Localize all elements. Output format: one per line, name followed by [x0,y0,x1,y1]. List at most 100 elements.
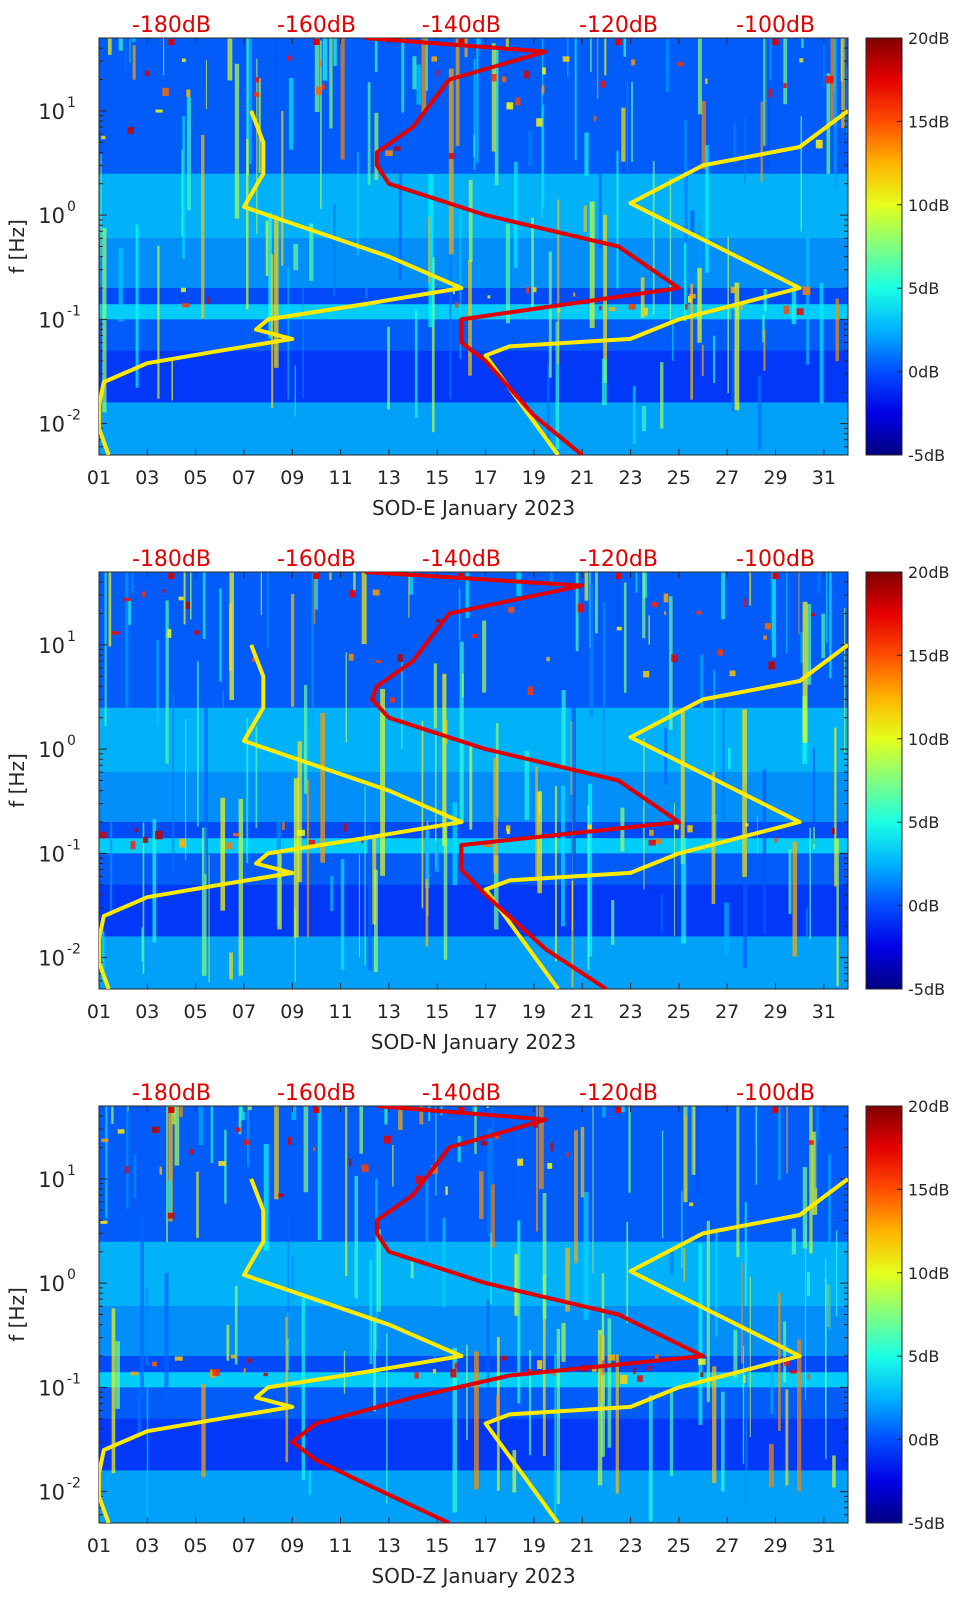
spectrogram-streak [293,778,299,938]
y-tick-label: 10 [38,1168,65,1192]
spectrogram-streak [681,837,687,944]
spectrogram-streak [669,1251,674,1275]
top-axis-tick [772,573,779,579]
y-tick-label: 10 [38,100,65,124]
spectrogram-hotspot [484,842,492,848]
spectrogram-streak [631,82,633,163]
spectrogram-streak [268,212,272,339]
top-axis-tick [772,1107,779,1113]
spectrogram-streak [320,712,326,863]
spectrogram-streak [202,572,206,639]
spectrogram-hotspot [783,305,789,315]
spectrogram-streak [833,91,837,190]
spectrogram-streak [535,1106,539,1232]
spectrogram-streak [345,1107,348,1277]
spectrogram-hotspot [599,305,602,311]
top-axis-tick [168,39,175,45]
spectrogram-streak [528,1350,532,1456]
spectrogram-streak [491,43,496,152]
spectrogram-streak [181,149,184,236]
spectrogram-streak [685,126,688,308]
spectrogram-streak [133,1154,137,1198]
spectrogram-hotspot [573,292,576,297]
spectrogram-streak [548,251,552,378]
spectrogram-streak [340,859,345,971]
x-tick-label: 21 [570,1535,594,1557]
spectrogram-hotspot [705,78,708,84]
x-tick-label: 15 [425,1535,449,1557]
spectrogram-streak [473,58,476,171]
spectrogram-streak [376,1229,381,1312]
spectrogram-streak [428,1106,431,1122]
spectrogram-streak [443,825,448,960]
spectrogram-streak [373,1317,377,1412]
spectrogram-hotspot [689,294,696,299]
spectrogram-hotspot [815,139,823,149]
spectrogram-hotspot [651,602,659,607]
x-tick-label: 21 [570,1001,594,1023]
top-axis-tick [458,1107,465,1113]
spectrogram-hotspot [587,824,592,833]
spectrogram-streak [302,248,304,399]
spectrogram-hotspot [532,287,537,293]
spectrogram-streak [367,82,371,185]
series-line-yellow-noise-model [99,644,464,989]
spectrogram-hotspot [130,841,136,850]
spectrogram-streak [398,1106,403,1131]
spectrogram-hotspot [628,303,636,310]
spectrogram-streak [167,1180,172,1213]
spectrogram-streak [496,1395,499,1418]
top-axis-tick [458,573,465,579]
freq-band [99,319,848,351]
x-tick-label: 31 [812,467,836,489]
top-axis-tick [772,39,779,45]
spectrogram-streak [550,572,554,587]
spectrogram-streak [757,375,762,450]
x-tick-label: 31 [812,1001,836,1023]
spectrogram-streak [140,1214,145,1395]
spectrogram-streak [802,601,808,743]
spectrogram-streak [196,1171,199,1238]
spectrogram-hotspot [808,1140,814,1145]
spectrogram-streak [623,38,627,57]
spectrogram-streak [131,572,134,594]
spectrogram-streak [505,223,511,324]
freq-band [99,173,848,239]
spectrogram-streak [287,267,289,400]
spectrogram-streak [226,1324,230,1361]
spectrogram-streak [660,362,664,429]
spectrogram-streak [728,747,731,770]
spectrogram-streak [600,1335,605,1403]
spectrogram-streak [749,1276,751,1438]
spectrogram-streak [421,38,427,113]
spectrogram-streak [665,38,669,93]
spectrogram-streak [683,1248,686,1282]
spectrogram-streak [186,97,191,211]
spectrogram-streak [141,927,143,962]
spectrogram-streak [314,38,320,113]
spectrogram-hotspot [180,287,186,293]
spectrogram-hotspot [796,308,804,316]
spectrogram-streak [828,1154,831,1331]
spectrogram-streak [428,216,431,283]
spectrogram-streak [554,786,557,962]
y-tick-exponent: 1 [67,629,76,645]
spectrogram-streak [800,631,805,664]
spectrogram-streak [770,572,773,642]
y-tick-exponent: 0 [67,1267,76,1283]
spectrogram-streak [589,201,595,328]
spectrogram-streak [812,748,816,844]
spectrogram-streak [448,68,454,255]
y-axis-label: f [Hz] [5,753,29,808]
x-tick-label: 05 [184,1001,208,1023]
spectrogram-streak [705,145,709,273]
spectrogram-hotspot [450,1368,457,1378]
spectrogram-hotspot [655,838,662,845]
spectrogram-hotspot [385,150,393,156]
colorbar-label: 5dB [908,1347,939,1366]
top-axis-tick [313,39,320,45]
spectrogram-hotspot [182,303,191,308]
spectrogram-streak [744,118,746,184]
y-tick-label: 10 [38,308,65,332]
spectrogram-streak [616,572,620,630]
